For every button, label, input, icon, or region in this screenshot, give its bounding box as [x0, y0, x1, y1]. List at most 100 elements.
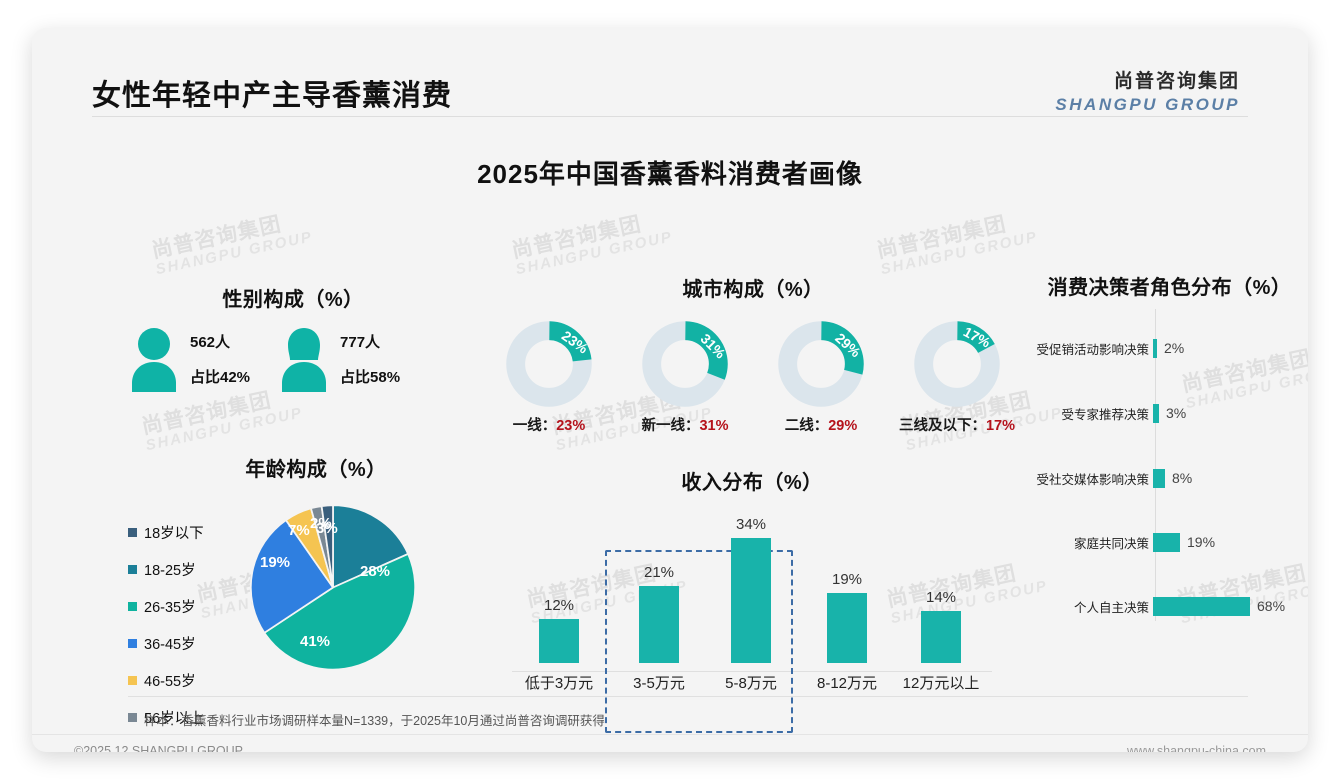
legend-label: 18岁以下 — [144, 526, 204, 542]
donut-label-tier1: 一线：23% — [488, 414, 610, 435]
decision-row: 个人自主决策 68% — [1027, 593, 1308, 619]
gender-item-male: 562人 占比42% — [128, 326, 250, 392]
legend-label: 26-35岁 — [144, 600, 196, 616]
decision-row: 受促销活动影响决策 2% — [1027, 335, 1308, 361]
decision-role-section: 消费决策者角色分布（%） 受促销活动影响决策 2% 受专家推荐决策 3% 受社交… — [1027, 271, 1308, 621]
age-section-title: 年龄构成（%） — [245, 459, 387, 481]
decision-label: 受专家推荐决策 — [1061, 407, 1149, 422]
donut-pct-tier1: 23% — [556, 418, 586, 434]
income-column: 12% 低于3万元 — [512, 597, 606, 693]
income-column: 34% 5-8万元 — [704, 516, 798, 693]
male-share: 占比42% — [190, 369, 251, 386]
male-count: 562人 — [190, 334, 231, 351]
pie-label-46-55: 7% — [288, 522, 310, 539]
income-category: 3-5万元 — [633, 675, 685, 692]
city-section-title: 城市构成（%） — [682, 279, 824, 301]
age-legend-item: 36-45岁 — [128, 633, 238, 654]
legend-label: 46-55岁 — [144, 674, 196, 690]
income-section-title: 收入分布（%） — [681, 472, 823, 494]
sample-note: 样本：香薰香料行业市场调研样本量N=1339，于2025年10月通过尚普咨询调研… — [144, 714, 605, 728]
decision-bar — [1153, 468, 1165, 488]
income-value: 12% — [543, 597, 575, 614]
city-composition-section: 城市构成（%） 23% 一线：23% — [488, 273, 1018, 435]
income-highlight-box — [605, 550, 793, 733]
decision-label: 个人自主决策 — [1073, 600, 1149, 615]
decision-row: 受社交媒体影响决策 8% — [1027, 465, 1308, 491]
pie-label-36-45: 19% — [260, 554, 291, 571]
gender-composition-section: 性别构成（%） 562人 占比42% — [128, 283, 458, 392]
donut-label-tier2: 二线：29% — [760, 414, 882, 435]
donut-label-newtier1: 新一线：31% — [624, 414, 746, 435]
decision-bar — [1153, 403, 1159, 423]
pie-label-56-plus: 2% — [310, 515, 332, 532]
decision-value: 8% — [1172, 470, 1193, 486]
watermark-cn: 尚普咨询集团 — [509, 212, 644, 263]
donut-pct-tier3: 17% — [985, 418, 1016, 434]
donut-chart-tier1: 23% — [505, 320, 593, 408]
income-value: 21% — [643, 564, 675, 581]
decision-value: 3% — [1166, 405, 1187, 421]
legend-label: 56岁以上 — [144, 711, 204, 727]
header-divider — [92, 116, 1248, 117]
income-category: 12万元以上 — [902, 675, 980, 692]
age-legend-item: 18-25岁 — [128, 559, 238, 580]
income-bar — [731, 538, 771, 663]
legend-swatch — [128, 639, 137, 648]
decision-label: 受促销活动影响决策 — [1036, 342, 1149, 357]
logo-text-cn: 尚普咨询集团 — [1113, 71, 1240, 92]
age-legend-item: 18岁以下 — [128, 522, 238, 543]
gender-item-female: 777人 占比58% — [278, 326, 400, 392]
decision-row: 家庭共同决策 19% — [1027, 529, 1308, 555]
pie-svg — [249, 504, 417, 671]
gender-section-title: 性别构成（%） — [222, 289, 364, 311]
watermark-cn: 尚普咨询集团 — [149, 212, 284, 263]
decision-bar — [1153, 532, 1180, 552]
legend-swatch — [128, 713, 137, 722]
income-value: 34% — [735, 516, 767, 533]
footer-divider — [32, 734, 1308, 735]
slide-card: 尚普咨询集团 SHANGPU GROUP 尚普咨询集团 SHANGPU GROU… — [32, 28, 1308, 752]
watermark: 尚普咨询集团 SHANGPU GROUP — [509, 208, 675, 279]
watermark-en: SHANGPU GROUP — [154, 228, 315, 279]
legend-label: 18-25岁 — [144, 563, 196, 579]
donut-cell-tier3: 17% 三线及以下：17% — [896, 320, 1018, 435]
watermark-cn: 尚普咨询集团 — [874, 212, 1009, 263]
donut-name-tier1: 一线： — [512, 418, 557, 434]
age-legend-item: 56岁以上 — [128, 707, 238, 728]
watermark-en: SHANGPU GROUP — [514, 228, 675, 279]
income-bar — [539, 619, 579, 663]
website-url[interactable]: www.shangpu-china.com — [1127, 744, 1266, 752]
pie-label-26-35: 41% — [300, 633, 331, 650]
legend-swatch — [128, 528, 137, 537]
donut-cell-tier1: 23% 一线：23% — [488, 320, 610, 435]
decision-value: 2% — [1164, 340, 1185, 356]
donut-name-newtier1: 新一线： — [641, 418, 700, 434]
pie-label-18-25: 28% — [360, 563, 391, 580]
watermark: 尚普咨询集团 SHANGPU GROUP — [874, 208, 1040, 279]
copyright-text: ©2025.12 SHANGPU GROUP — [74, 744, 243, 752]
age-composition-section: 年龄构成（%） 18岁以下 18-25岁 26-35岁 36-45岁 46-55… — [128, 453, 468, 744]
page-title: 女性年轻中产主导香薰消费 — [92, 80, 453, 112]
decision-label: 受社交媒体影响决策 — [1036, 472, 1149, 487]
income-category: 5-8万元 — [725, 675, 777, 692]
donut-chart-tier2: 29% — [777, 320, 865, 408]
legend-label: 36-45岁 — [144, 637, 196, 653]
male-icon — [132, 328, 176, 392]
watermark-en: SHANGPU GROUP — [879, 228, 1040, 279]
note-divider — [128, 696, 1248, 697]
decision-value: 68% — [1257, 598, 1286, 614]
decision-label: 家庭共同决策 — [1073, 536, 1149, 551]
age-legend: 18岁以下 18-25岁 26-35岁 36-45岁 46-55岁 56岁以上 — [128, 500, 238, 744]
female-count: 777人 — [340, 334, 381, 351]
decision-value: 19% — [1187, 534, 1216, 550]
income-baseline — [512, 671, 992, 672]
watermark-en: SHANGPU GROUP — [144, 404, 305, 455]
legend-swatch — [128, 602, 137, 611]
legend-swatch — [128, 676, 137, 685]
income-category: 8-12万元 — [816, 675, 878, 692]
donut-chart-newtier1: 31% — [641, 320, 729, 408]
female-icon — [282, 328, 327, 392]
watermark: 尚普咨询集团 SHANGPU GROUP — [149, 208, 315, 279]
income-category: 低于3万元 — [524, 675, 594, 692]
